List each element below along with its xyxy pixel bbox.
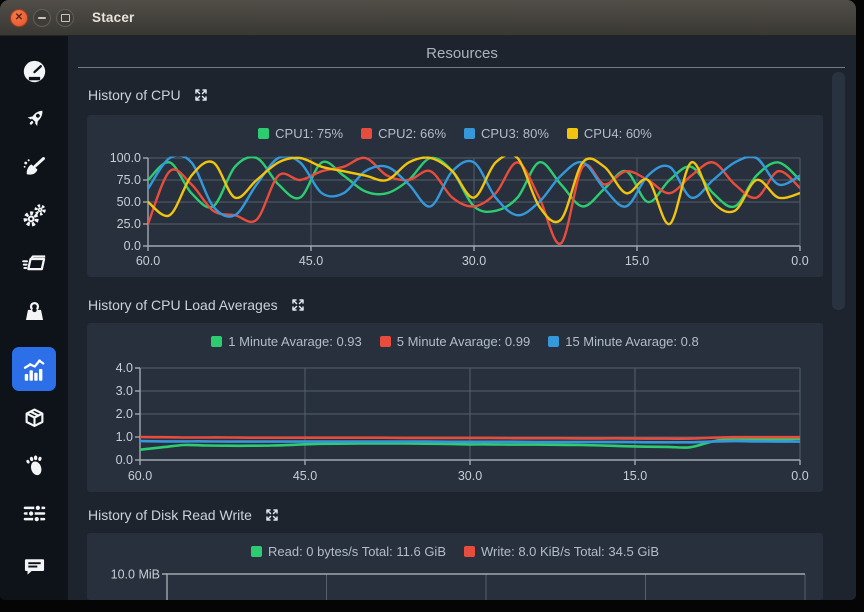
minimize-icon [38, 16, 46, 19]
legend-swatch [566, 127, 578, 139]
startup-apps-rocket-icon [27, 110, 42, 126]
sidebar-item-system-cleaner[interactable] [10, 143, 58, 191]
legend-item: 15 Minute Avarage: 0.8 [548, 334, 699, 349]
legend-item: Write: 8.0 KiB/s Total: 34.5 GiB [464, 544, 659, 559]
sidebar-item-feedback[interactable] [10, 542, 58, 590]
sidebar-item-settings[interactable] [10, 489, 58, 537]
svg-text:45.0: 45.0 [299, 254, 323, 268]
load-average-chart: 0.0 1.0 2.0 3.0 4.0 60.0 45.0 30.0 15.0 0.0 [116, 361, 809, 483]
legend-item: 5 Minute Avarage: 0.99 [379, 334, 530, 349]
cpu-history-chart: 0.0 25.0 50.0 75.0 100.0 60.0 45.0 30.0 15.0 0.0 [110, 151, 809, 268]
maximize-button[interactable] [56, 8, 74, 27]
legend-item: Read: 0 bytes/s Total: 11.6 GiB [250, 544, 446, 559]
sidebar-item-startup-apps[interactable] [10, 95, 58, 143]
close-icon: ✕ [14, 11, 24, 23]
svg-text:0.0: 0.0 [124, 239, 141, 253]
content-area: Resources History of CPU CPU1: 75% CPU2: … [68, 36, 856, 600]
expand-icon [194, 89, 207, 101]
cpu-history-panel: CPU1: 75% CPU2: 66% CPU3: 80% CPU4: 60% 0.0… [87, 115, 823, 277]
legend-swatch [548, 335, 560, 347]
svg-text:0.0: 0.0 [116, 453, 133, 467]
disk-history-panel: Read: 0 bytes/s Total: 11.6 GiB Write: 8.… [87, 533, 823, 600]
window-title: Stacer [92, 10, 135, 25]
expand-cpu-button[interactable] [194, 88, 208, 102]
svg-text:60.0: 60.0 [136, 254, 160, 268]
dashboard-gauge-icon [23, 60, 45, 82]
svg-text:75.0: 75.0 [117, 173, 141, 187]
legend-swatch [379, 335, 391, 347]
resources-chart-icon [23, 359, 45, 381]
uninstaller-icon [25, 301, 43, 320]
legend-swatch [361, 127, 373, 139]
section-header-disk: History of Disk Read Write [88, 506, 856, 524]
legend-item: CPU3: 80% [464, 126, 549, 141]
processes-icon [21, 254, 45, 270]
scrollbar-thumb[interactable] [832, 72, 845, 310]
sidebar-item-processes[interactable] [10, 239, 58, 287]
section-header-load: History of CPU Load Averages [88, 296, 856, 314]
svg-text:50.0: 50.0 [117, 195, 141, 209]
cpu-legend: CPU1: 75% CPU2: 66% CPU3: 80% CPU4: 60% [87, 125, 823, 141]
disk-legend: Read: 0 bytes/s Total: 11.6 GiB Write: 8.… [87, 543, 823, 559]
svg-text:0.0: 0.0 [791, 254, 808, 268]
feedback-comment-icon [24, 558, 44, 575]
svg-text:30.0: 30.0 [458, 469, 482, 483]
sidebar [0, 36, 68, 600]
svg-text:10.0 MiB: 10.0 MiB [111, 568, 160, 582]
minimize-button[interactable] [33, 8, 51, 27]
legend-swatch [258, 127, 270, 139]
svg-text:2.0: 2.0 [116, 407, 133, 421]
expand-load-button[interactable] [291, 298, 305, 312]
legend-item: CPU1: 75% [258, 126, 343, 141]
sidebar-item-package-manager[interactable] [10, 393, 58, 441]
legend-swatch [211, 335, 223, 347]
svg-text:3.0: 3.0 [116, 384, 133, 398]
sidebar-item-resources[interactable] [12, 347, 56, 391]
page-title: Resources [426, 45, 498, 62]
legend-item: 1 Minute Avarage: 0.93 [211, 334, 362, 349]
header-divider [78, 67, 845, 68]
section-header-cpu: History of CPU [88, 86, 856, 104]
svg-text:15.0: 15.0 [623, 469, 647, 483]
sidebar-item-services[interactable] [10, 191, 58, 239]
legend-item: CPU4: 60% [566, 126, 652, 141]
settings-sliders-icon [23, 503, 45, 523]
titlebar: ✕ Stacer [0, 0, 856, 36]
expand-icon [291, 299, 304, 311]
gnome-settings-foot-icon [25, 455, 42, 475]
sidebar-item-dashboard[interactable] [10, 47, 58, 95]
legend-swatch [464, 127, 475, 139]
expand-disk-button[interactable] [265, 508, 279, 522]
svg-text:60.0: 60.0 [128, 469, 152, 483]
svg-text:100.0: 100.0 [110, 151, 141, 165]
load-average-panel: 1 Minute Avarage: 0.93 5 Minute Avarage: … [87, 323, 823, 492]
svg-text:4.0: 4.0 [116, 361, 133, 375]
section-title-cpu: History of CPU [88, 87, 181, 103]
svg-text:25.0: 25.0 [117, 217, 141, 231]
svg-text:1.0: 1.0 [116, 430, 133, 444]
section-title-disk: History of Disk Read Write [88, 507, 252, 523]
legend-swatch [250, 545, 262, 557]
svg-text:0.0: 0.0 [791, 469, 808, 483]
sidebar-item-gnome-settings[interactable] [10, 441, 58, 489]
disk-history-chart: 10.0 MiB [111, 568, 806, 600]
legend-item: CPU2: 66% [361, 126, 446, 141]
svg-text:30.0: 30.0 [462, 254, 486, 268]
svg-text:45.0: 45.0 [293, 469, 317, 483]
services-gears-icon [23, 203, 46, 226]
close-button[interactable]: ✕ [10, 8, 28, 27]
stacer-window: ✕ Stacer [0, 0, 856, 600]
system-cleaner-broom-icon [23, 156, 45, 175]
maximize-icon [60, 13, 70, 22]
expand-icon [266, 509, 278, 521]
load-legend: 1 Minute Avarage: 0.93 5 Minute Avarage: … [87, 333, 823, 349]
section-title-load: History of CPU Load Averages [88, 297, 278, 313]
svg-text:15.0: 15.0 [625, 254, 649, 268]
legend-swatch [464, 545, 475, 557]
package-box-icon [25, 408, 43, 427]
sidebar-item-uninstaller[interactable] [10, 287, 58, 335]
